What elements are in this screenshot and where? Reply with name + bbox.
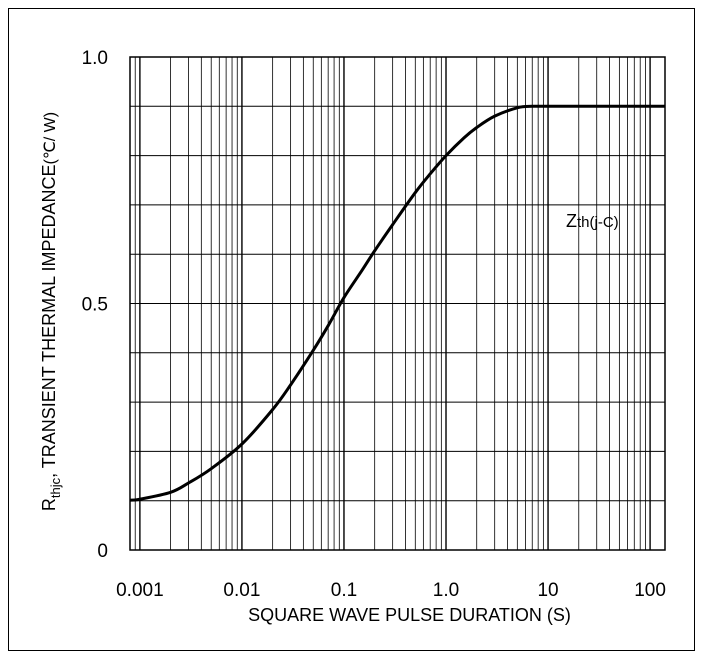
y-axis-title-prefix: R bbox=[39, 498, 59, 511]
x-tick-label: 1.0 bbox=[433, 580, 459, 601]
legend-zth: Zth(j-C) bbox=[566, 211, 619, 231]
y-axis-title: Rthjc, TRANSIENT THERMAL IMPEDANCE(℃/ W) bbox=[39, 112, 63, 511]
y-axis-title-text: , TRANSIENT THERMAL IMPEDANCE bbox=[39, 164, 59, 477]
x-tick-label: 0.01 bbox=[223, 580, 260, 601]
plot-area-border bbox=[129, 56, 666, 551]
x-tick-labels: 0.001 0.01 0.1 1.0 10 100 bbox=[116, 580, 666, 601]
y-tick-label: 0 bbox=[97, 541, 108, 562]
y-tick-label: 1.0 bbox=[82, 48, 108, 69]
grid-lines bbox=[130, 57, 665, 550]
chart-frame bbox=[8, 8, 695, 651]
x-tick-label: 0.1 bbox=[331, 580, 357, 601]
x-axis-title: SQUARE WAVE PULSE DURATION (S) bbox=[248, 605, 571, 625]
x-tick-label: 10 bbox=[537, 580, 558, 601]
x-tick-label: 100 bbox=[634, 580, 666, 601]
series-line-zth bbox=[129, 104, 665, 502]
legend-zth-main: Z bbox=[566, 211, 577, 231]
y-axis-title-subscript: thjc bbox=[48, 477, 63, 498]
y-tick-label: 0.5 bbox=[82, 295, 108, 316]
x-tick-label: 0.001 bbox=[116, 580, 164, 601]
legend-zth-sub: th(j-C) bbox=[577, 214, 619, 231]
y-axis-title-unit: (℃/ W) bbox=[42, 112, 59, 165]
y-tick-labels: 0 0.5 1.0 bbox=[82, 48, 108, 562]
